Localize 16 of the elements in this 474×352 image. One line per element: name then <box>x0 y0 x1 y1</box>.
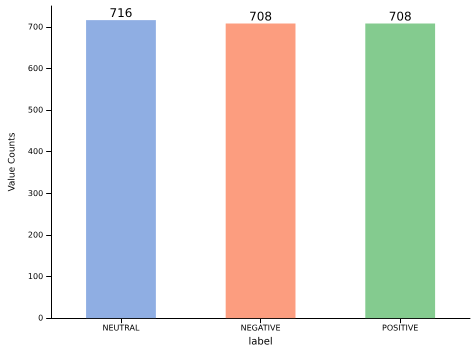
x-tick-label: POSITIVE <box>382 324 418 333</box>
y-tick-label: 500 <box>28 106 44 115</box>
y-axis-title: Value Counts <box>8 132 18 192</box>
data-label: 708 <box>388 9 412 24</box>
y-tick-label: 400 <box>28 147 44 156</box>
y-tick-label: 200 <box>28 230 44 240</box>
y-tick-label: 300 <box>28 188 44 198</box>
y-tick-label: 700 <box>28 22 44 32</box>
data-label: 708 <box>249 9 272 24</box>
x-axis-title: label <box>248 336 273 348</box>
data-label: 716 <box>110 6 132 20</box>
y-tick-label: 100 <box>28 272 44 281</box>
x-tick-label: NEUTRAL <box>102 324 140 333</box>
y-tick-label: 600 <box>28 64 44 73</box>
y-tick-label: 0 <box>38 314 44 323</box>
x-tick-label: NEGATIVE <box>240 324 281 333</box>
